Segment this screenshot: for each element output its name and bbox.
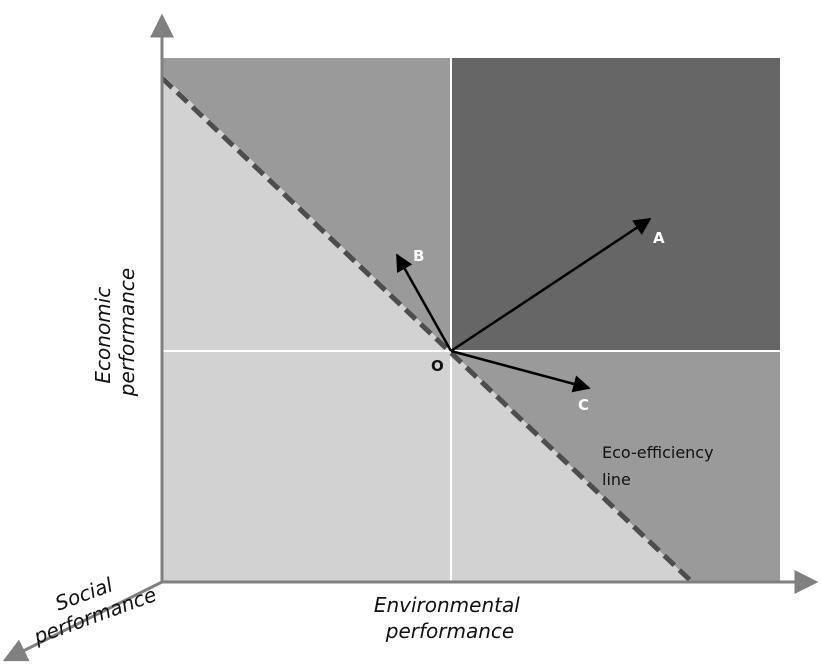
y-axis-title-line1: Economic [91,287,115,384]
vector-a-arrow [450,217,652,353]
z-axis [2,580,163,662]
x-axis-title: Environmental performance [374,593,526,643]
vector-b-arrow [395,253,453,352]
upper-left-region [162,58,451,351]
upper-right-region [451,58,780,351]
vector-b-label: B [413,247,424,265]
vector-c-arrow [450,349,591,393]
eco-line-label-line1: Eco-efficiency [602,443,714,462]
eco-line-label: Eco-efficiency line [602,443,719,489]
z-axis-title: Social performance [21,560,159,649]
x-axis-title-line1: Environmental [374,593,520,617]
y-axis-title-line2: performance [115,268,139,397]
eco-line-label-line2: line [602,470,631,489]
vector-a-label: A [653,229,665,247]
vector-c-label: C [578,396,589,414]
origin-label: O [431,357,444,375]
x-axis-title-line2: performance [385,619,514,643]
eco-efficiency-line [160,76,694,584]
lower-right-region [451,351,780,582]
y-axis-title: Economic performance [91,268,139,397]
